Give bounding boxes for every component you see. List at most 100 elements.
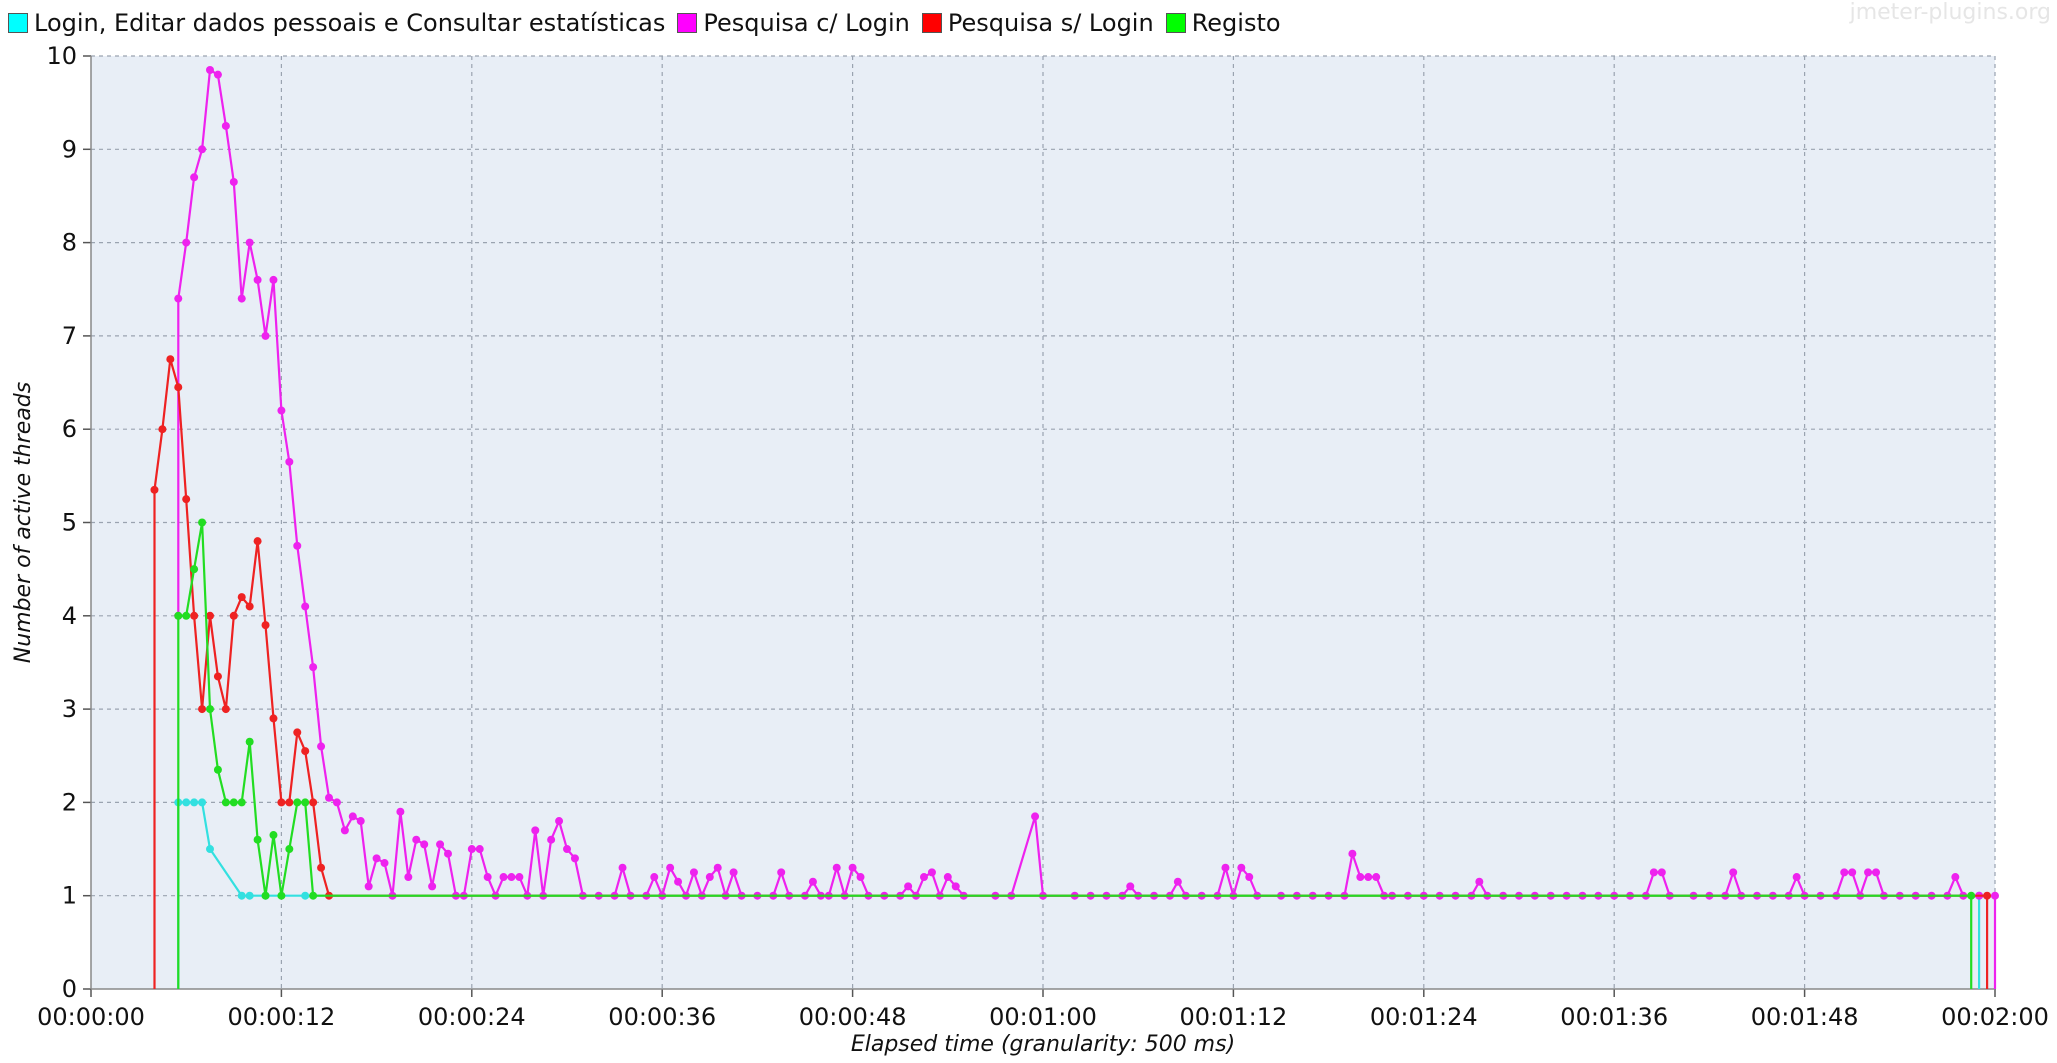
data-point [269,714,278,723]
data-point [364,882,373,891]
legend-swatch [921,13,942,33]
legend-swatch [677,13,698,33]
data-point [309,891,318,900]
data-point [174,383,183,392]
data-point [198,705,207,714]
x-tick-label: 00:01:36 [1560,1003,1668,1031]
data-point [475,845,484,854]
legend-label: Registo [1191,9,1281,37]
data-point [689,868,698,877]
data-point [325,793,333,802]
x-tick-label: 00:00:36 [608,1003,716,1031]
data-point [261,891,270,900]
data-point [237,891,246,900]
data-point [150,485,159,494]
data-point [705,873,714,882]
data-point [221,121,230,130]
data-point [213,70,222,79]
data-point [1991,891,1999,900]
legend-swatch [1165,13,1186,33]
data-point [245,737,254,746]
data-point [237,593,246,602]
data-point [444,849,452,858]
data-point [483,873,492,882]
data-point [674,877,683,886]
data-point [848,863,857,872]
y-tick-label: 10 [46,42,77,70]
data-point [1864,868,1873,877]
data-point [237,294,246,303]
legend-item-pesquisa-c-login: Pesquisa c/ Login [677,9,910,37]
data-point [174,294,183,303]
data-point [927,868,936,877]
data-point [206,611,214,620]
legend-item-login: Login, Editar dados pessoais e Consultar… [8,9,665,37]
axes: 0 1 2 3 4 5 6 7 8 9 10 00:00:00 00:00:12 00:00:24 00:0… [37,42,2049,1031]
data-point [245,602,254,611]
data-point [301,891,310,900]
data-point [1221,863,1230,872]
data-point [221,798,230,807]
data-point [467,845,476,854]
legend-label: Pesquisa c/ Login [703,9,910,37]
y-tick-label: 0 [62,975,77,1003]
data-point [285,845,294,854]
data-point [269,831,278,840]
data-point [166,355,175,364]
y-tick-label: 4 [62,602,77,630]
x-tick-label: 00:00:00 [37,1003,145,1031]
data-point [499,873,508,882]
data-point [1967,891,1976,900]
x-tick-label: 00:00:48 [799,1003,907,1031]
y-tick-label: 8 [62,229,77,257]
data-point [1475,877,1484,886]
data-point [277,891,286,900]
data-point [253,537,262,546]
data-point [301,798,310,807]
data-point [555,817,564,826]
data-point [1237,863,1246,872]
data-point [253,835,262,844]
data-point [904,882,913,891]
data-point [618,863,627,872]
data-point [713,863,722,872]
data-point [1729,868,1738,877]
data-point [245,891,254,900]
data-point [515,873,524,882]
data-point [570,854,579,863]
data-point [229,611,238,620]
data-point [1848,868,1857,877]
data-point [436,840,445,849]
data-point [1173,877,1182,886]
x-axis-label: Elapsed time (granularity: 500 ms) [851,1032,1235,1057]
data-point [158,425,167,434]
data-point [340,826,349,835]
legend-item-pesquisa-s-login: Pesquisa s/ Login [921,9,1154,37]
data-point [666,863,675,872]
data-point [245,238,254,247]
data-point [1649,868,1658,877]
y-tick-label: 7 [62,322,77,350]
series-group [150,355,1992,989]
data-point [198,518,207,527]
data-point [182,611,191,620]
data-point [420,840,429,849]
series-layer [150,65,1999,989]
data-point [1126,882,1135,891]
data-point [507,873,516,882]
data-point [1872,868,1880,877]
y-tick-label: 5 [62,509,77,537]
data-point [650,873,659,882]
x-tick-label: 00:02:00 [1941,1003,2049,1031]
data-point [190,611,199,620]
data-point [206,845,214,854]
data-point [380,859,389,868]
watermark-text: jmeter-plugins.org [1849,0,2051,25]
legend-label: Pesquisa s/ Login [947,9,1154,37]
legend-swatch [8,13,28,33]
series-line [153,358,1989,989]
data-point [206,65,214,74]
data-point [206,705,214,714]
data-point [356,817,365,826]
